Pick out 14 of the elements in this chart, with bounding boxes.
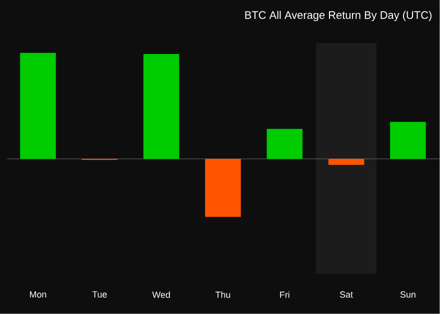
x-tick-label: Fri [280, 291, 290, 298]
x-tick-label: Tue [92, 291, 107, 298]
x-tick-label: Wed [152, 291, 170, 298]
x-tick-label: Mon [30, 291, 46, 298]
x-tick-label: Sat [340, 291, 353, 298]
x-tick-label: Thu [215, 291, 230, 298]
bar [266, 128, 303, 159]
x-tick-label: Sun [400, 291, 416, 298]
chart-title: BTC All Average Return By Day (UTC) [245, 10, 432, 22]
bar [205, 158, 241, 217]
bar [20, 53, 56, 159]
bar [390, 122, 426, 159]
bar [328, 158, 364, 166]
bar [143, 54, 180, 159]
